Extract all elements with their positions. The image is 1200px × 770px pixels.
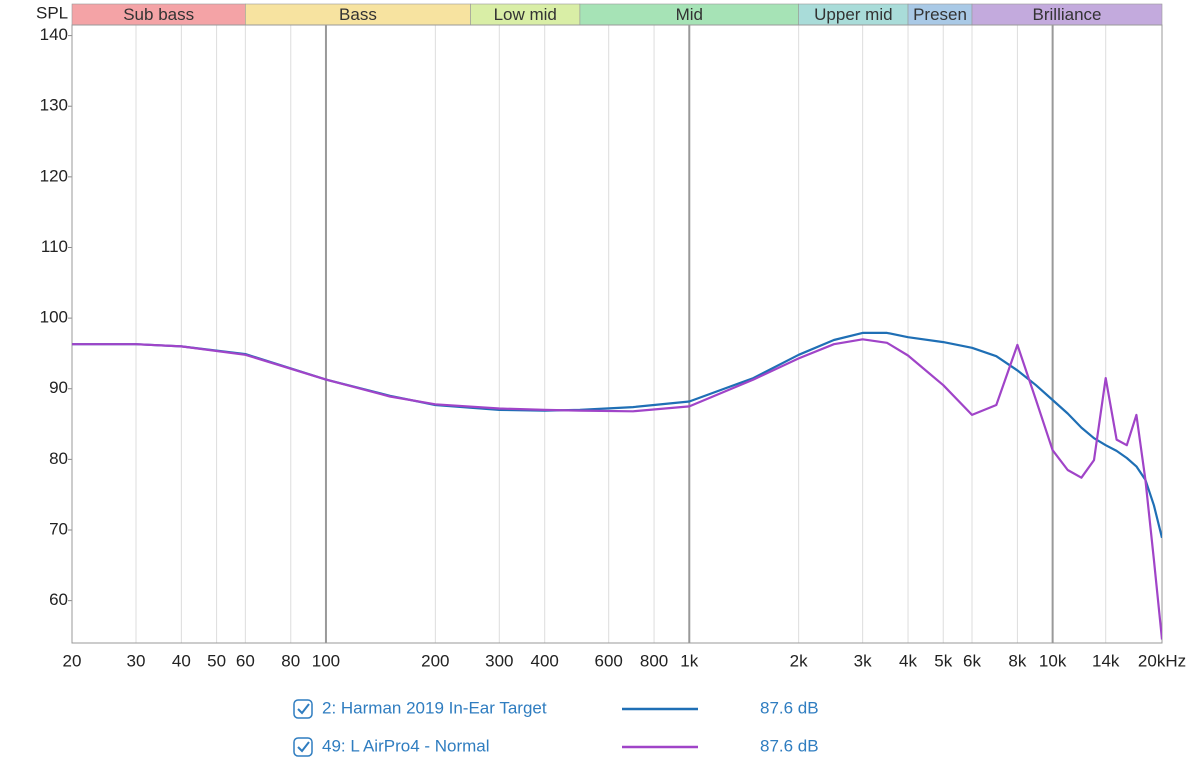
band-label: Sub bass — [123, 5, 194, 24]
y-tick-label: 70 — [49, 519, 68, 538]
y-tick-label: 110 — [41, 237, 68, 256]
band-label: Brilliance — [1033, 5, 1102, 24]
band-label: Upper mid — [814, 5, 892, 24]
x-tick-label: 40 — [172, 651, 191, 670]
band-label: Mid — [676, 5, 703, 24]
legend-checkbox[interactable] — [293, 737, 313, 757]
legend-value: 87.6 dB — [760, 698, 819, 717]
x-tick-label: 800 — [640, 651, 668, 670]
x-tick-label: 80 — [281, 651, 300, 670]
y-axis-label: SPL — [36, 3, 68, 22]
x-tick-label: 1k — [680, 651, 698, 670]
legend-label: 49: L AirPro4 - Normal — [322, 736, 490, 755]
x-tick-label: 2k — [790, 651, 808, 670]
plot-frame — [71, 24, 1163, 644]
checkmark — [297, 741, 310, 753]
y-tick-label: 120 — [40, 166, 68, 185]
legend-value: 87.6 dB — [760, 736, 819, 755]
y-tick-label: 90 — [49, 378, 68, 397]
x-tick-label: 20kHz — [1138, 651, 1186, 670]
x-tick-label: 14k — [1092, 651, 1120, 670]
checkmark — [297, 703, 310, 715]
x-tick-label: 8k — [1008, 651, 1026, 670]
y-tick-label: 130 — [40, 96, 68, 115]
series-line — [72, 331, 1162, 539]
y-tick-label: 60 — [49, 590, 68, 609]
x-tick-label: 60 — [236, 651, 255, 670]
x-tick-label: 30 — [127, 651, 146, 670]
x-tick-label: 6k — [963, 651, 981, 670]
band-label: Low mid — [494, 5, 557, 24]
band-label: Presen — [913, 5, 967, 24]
series-line — [72, 338, 1162, 640]
band-label: Bass — [339, 5, 377, 24]
x-tick-label: 600 — [594, 651, 622, 670]
y-tick-label: 80 — [49, 449, 68, 468]
legend-item: 2: Harman 2019 In-Ear Target 87.6 dB — [293, 698, 819, 719]
x-tick-label: 400 — [531, 651, 559, 670]
x-tick-label: 3k — [854, 651, 872, 670]
x-tick-label: 20 — [63, 651, 82, 670]
x-tick-label: 10k — [1039, 651, 1067, 670]
legend-item: 49: L AirPro4 - Normal 87.6 dB — [293, 736, 819, 757]
y-tick-label: 140 — [40, 25, 68, 44]
y-tick-label: 100 — [40, 308, 68, 327]
legend-label: 2: Harman 2019 In-Ear Target — [322, 698, 547, 717]
x-tick-label: 100 — [312, 651, 340, 670]
x-tick-label: 4k — [899, 651, 917, 670]
legend-checkbox[interactable] — [293, 699, 313, 719]
x-tick-label: 50 — [207, 651, 226, 670]
x-tick-label: 200 — [421, 651, 449, 670]
x-tick-label: 300 — [485, 651, 513, 670]
x-tick-label: 5k — [934, 651, 952, 670]
